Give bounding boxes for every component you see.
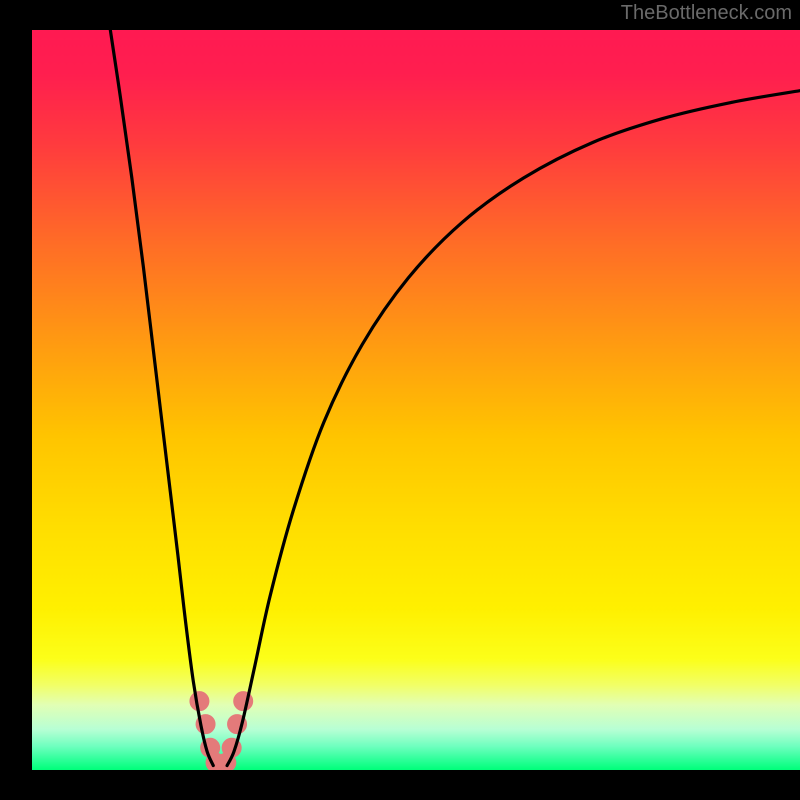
plot-area <box>32 30 800 770</box>
marker-dot <box>190 692 209 711</box>
attribution-label: TheBottleneck.com <box>621 2 792 25</box>
bottleneck-curve-right <box>227 91 800 766</box>
chart-curves-svg <box>32 30 800 770</box>
bottleneck-curve-left <box>110 30 213 766</box>
chart-container: TheBottleneck.com <box>0 0 800 800</box>
marker-dots-group <box>190 692 253 770</box>
